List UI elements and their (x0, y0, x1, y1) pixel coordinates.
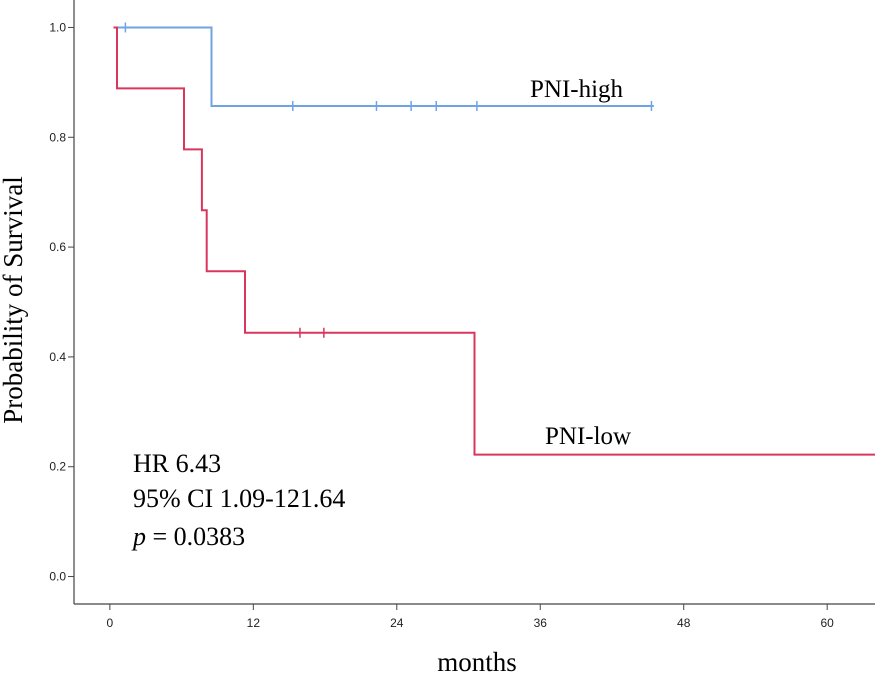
y-axis-title: Probability of Survival (0, 176, 28, 423)
x-tick-label: 36 (534, 616, 548, 630)
y-tick-label: 1.0 (49, 20, 66, 34)
p-value-text: p = 0.0383 (131, 522, 245, 551)
p-symbol: p (131, 522, 146, 551)
y-tick-label: 0.2 (49, 460, 66, 474)
x-tick-label: 0 (107, 616, 114, 630)
y-tick-label: 0.4 (49, 350, 66, 364)
y-tick-label: 0.0 (49, 570, 66, 584)
p-value: = 0.0383 (146, 522, 245, 551)
series-lines (113, 22, 875, 456)
series-label-pni-low: PNI-low (545, 423, 631, 450)
y-tick-label: 0.6 (49, 240, 66, 254)
hazard-ratio-text: HR 6.43 (133, 449, 221, 478)
x-tick-label: 24 (390, 616, 404, 630)
axes (73, 0, 875, 605)
y-tick-label: 0.8 (49, 130, 66, 144)
survival-curve-pni-low (113, 26, 875, 456)
x-tick-label: 12 (247, 616, 261, 630)
confidence-interval-text: 95% CI 1.09-121.64 (133, 484, 345, 513)
series-label-pni-high: PNI-high (530, 76, 624, 103)
x-tick-label: 48 (677, 616, 691, 630)
ticks: 0 12 24 36 48 60 0.0 0.2 0.4 0.6 0.8 1.0 (49, 20, 834, 630)
survival-curve-pni-high (113, 26, 654, 107)
x-tick-label: 60 (820, 616, 834, 630)
x-axis-title: months (437, 647, 517, 673)
